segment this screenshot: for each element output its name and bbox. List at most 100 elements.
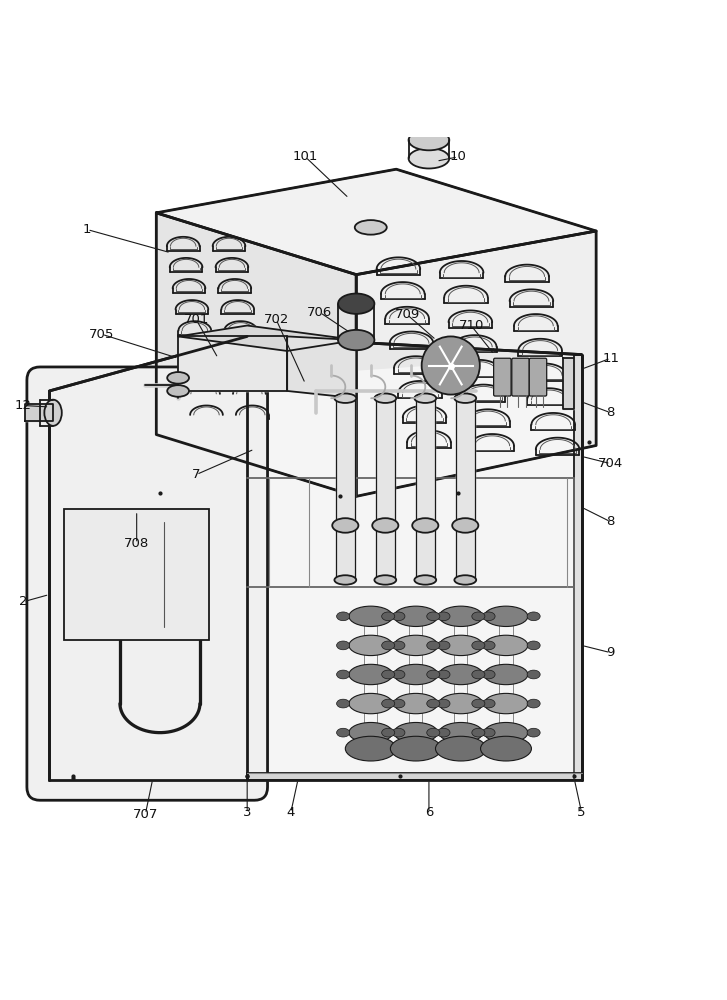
Ellipse shape [374,575,396,585]
Ellipse shape [334,393,356,403]
Ellipse shape [472,641,485,650]
Ellipse shape [349,635,393,656]
Ellipse shape [337,728,350,737]
Ellipse shape [412,518,438,533]
Ellipse shape [427,641,440,650]
Ellipse shape [439,635,483,656]
Ellipse shape [437,728,450,737]
Polygon shape [49,336,582,391]
Polygon shape [336,398,355,580]
Ellipse shape [392,670,405,679]
Ellipse shape [382,728,395,737]
Ellipse shape [338,294,374,314]
Ellipse shape [484,635,528,656]
Polygon shape [247,336,582,780]
Ellipse shape [382,612,395,621]
Polygon shape [356,231,596,496]
Ellipse shape [409,130,449,150]
Ellipse shape [482,612,495,621]
FancyBboxPatch shape [512,358,529,396]
Ellipse shape [472,670,485,679]
Ellipse shape [349,693,393,714]
Ellipse shape [392,699,405,708]
Ellipse shape [454,393,476,403]
Ellipse shape [482,670,495,679]
Ellipse shape [44,400,62,426]
FancyBboxPatch shape [64,509,209,640]
Ellipse shape [337,699,350,708]
Text: 707: 707 [133,808,158,821]
Ellipse shape [484,722,528,743]
Ellipse shape [334,575,356,585]
Ellipse shape [454,575,476,585]
Polygon shape [574,355,582,780]
Polygon shape [178,336,287,391]
Text: 3: 3 [243,806,252,819]
Ellipse shape [427,670,440,679]
Ellipse shape [482,641,495,650]
Text: 709: 709 [395,308,419,321]
Ellipse shape [338,330,374,350]
Ellipse shape [394,664,438,685]
Polygon shape [563,358,574,409]
Ellipse shape [484,606,528,626]
Ellipse shape [349,664,393,685]
Polygon shape [416,398,435,580]
Ellipse shape [414,393,436,403]
Ellipse shape [349,606,393,626]
Ellipse shape [382,670,395,679]
Ellipse shape [427,728,440,737]
Ellipse shape [337,612,350,621]
Text: 9: 9 [606,646,615,659]
Ellipse shape [392,612,405,621]
Text: 2: 2 [19,595,28,608]
Text: 4: 4 [286,806,295,819]
Ellipse shape [394,606,438,626]
Ellipse shape [382,641,395,650]
Ellipse shape [527,641,540,650]
Ellipse shape [437,612,450,621]
Polygon shape [456,398,475,580]
Polygon shape [247,773,582,780]
Ellipse shape [337,670,350,679]
Ellipse shape [437,670,450,679]
Polygon shape [376,398,395,580]
Polygon shape [287,336,356,398]
Text: 708: 708 [124,537,149,550]
Ellipse shape [437,699,450,708]
Text: 8: 8 [606,406,615,419]
Ellipse shape [372,518,398,533]
Text: 101: 101 [293,150,318,163]
Ellipse shape [414,575,436,585]
Text: 7: 7 [192,468,201,481]
Ellipse shape [392,728,405,737]
Ellipse shape [439,664,483,685]
Text: 6: 6 [425,806,433,819]
Circle shape [422,336,480,395]
Ellipse shape [484,664,528,685]
Ellipse shape [439,722,483,743]
Polygon shape [49,336,247,780]
Text: 701: 701 [184,313,209,326]
Polygon shape [178,326,356,351]
Ellipse shape [390,736,441,761]
Ellipse shape [167,372,189,384]
Ellipse shape [472,728,485,737]
Ellipse shape [481,736,531,761]
Text: 11: 11 [602,352,619,365]
Ellipse shape [167,385,189,397]
Ellipse shape [439,693,483,714]
Ellipse shape [427,699,440,708]
Text: 704: 704 [598,457,623,470]
Ellipse shape [527,612,540,621]
Ellipse shape [355,220,387,235]
Ellipse shape [409,148,449,168]
Ellipse shape [527,699,540,708]
Ellipse shape [394,635,438,656]
Text: 12: 12 [15,399,32,412]
FancyBboxPatch shape [529,358,547,396]
Ellipse shape [527,728,540,737]
Ellipse shape [484,693,528,714]
Ellipse shape [435,736,486,761]
Ellipse shape [472,699,485,708]
